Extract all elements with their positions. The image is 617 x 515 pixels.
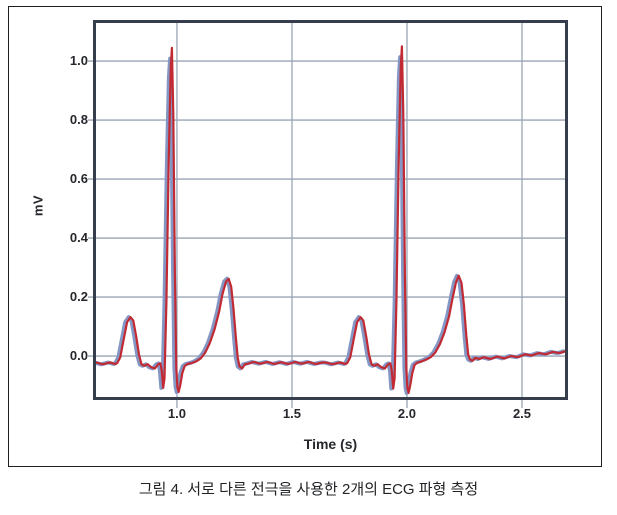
y-tick-label: 0.4 (69, 230, 88, 246)
ecg-trace-ecg-electrode-2 (96, 45, 565, 394)
y-tick-label: 1.0 (69, 53, 88, 69)
x-tick-label: 2.0 (397, 406, 416, 421)
y-axis-label: mV (30, 194, 46, 217)
figure-caption: 그림 4. 서로 다른 전극을 사용한 2개의 ECG 파형 측정 (138, 481, 479, 498)
x-tick-label: 1.0 (167, 406, 186, 421)
x-tick-label: 2.5 (512, 406, 532, 421)
x-tick-label: 1.5 (282, 406, 301, 421)
y-tick-label: 0.8 (69, 112, 88, 128)
figure-border (8, 6, 602, 467)
y-tick-label: 0.2 (69, 289, 88, 305)
y-tick-label: 0.0 (69, 348, 88, 364)
x-axis-label: Time (s) (303, 436, 358, 452)
y-tick-label: 0.6 (69, 171, 88, 187)
